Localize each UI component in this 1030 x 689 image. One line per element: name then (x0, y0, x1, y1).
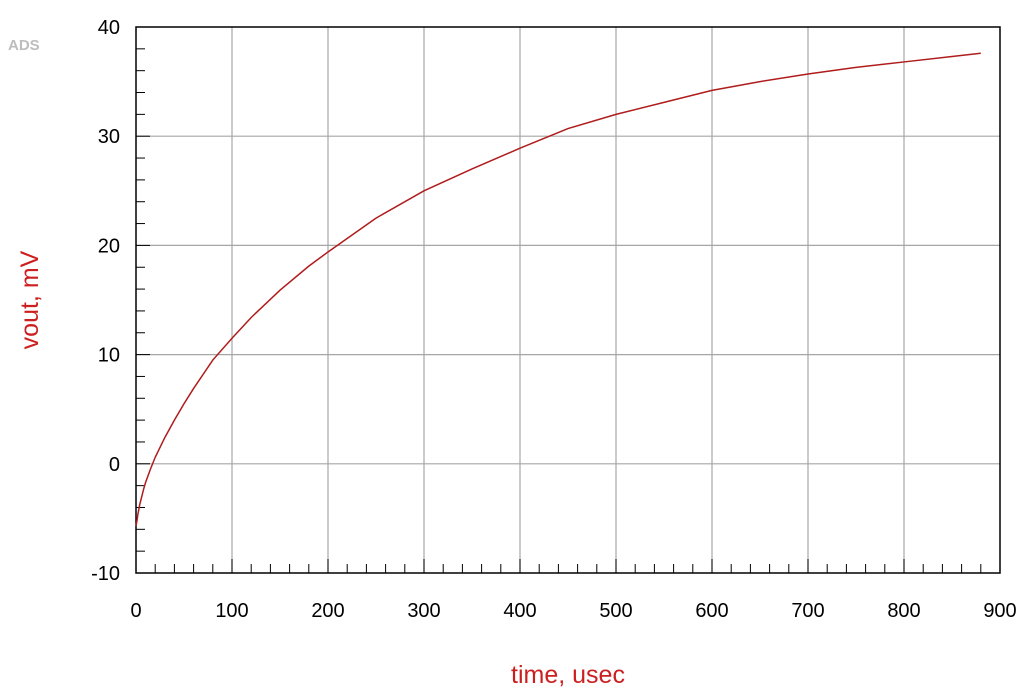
y-tick-label-0: -10 (91, 563, 120, 585)
minor-ticks (135, 26, 1001, 574)
x-tick-label-3: 300 (407, 600, 440, 622)
x-tick-label-2: 200 (311, 600, 344, 622)
x-tick-label-1: 100 (215, 600, 248, 622)
x-tick-label-4: 400 (503, 600, 536, 622)
ads-logo: ADS (8, 37, 40, 54)
vout-curve (135, 52, 981, 527)
y-tick-labels: -10 0 10 20 30 40 (91, 17, 120, 585)
x-tick-label-7: 700 (791, 600, 824, 622)
y-tick-label-2: 10 (98, 345, 120, 367)
x-tick-label-8: 800 (887, 600, 920, 622)
y-tick-label-1: 0 (109, 454, 120, 476)
y-axis-title: vout, mV (16, 250, 44, 349)
y-tick-label-5: 40 (98, 17, 120, 39)
x-tick-label-0: 0 (130, 600, 141, 622)
x-tick-label-6: 600 (695, 600, 728, 622)
x-tick-label-9: 900 (983, 600, 1016, 622)
y-tick-label-3: 20 (98, 235, 120, 257)
grid-lines (136, 27, 1000, 573)
x-axis-title: time, usec (511, 661, 625, 689)
plot-frame (135, 26, 1001, 574)
y-tick-label-4: 30 (98, 126, 120, 148)
x-tick-labels: 0 100 200 300 400 500 600 700 800 900 (130, 600, 1016, 622)
x-tick-label-5: 500 (599, 600, 632, 622)
